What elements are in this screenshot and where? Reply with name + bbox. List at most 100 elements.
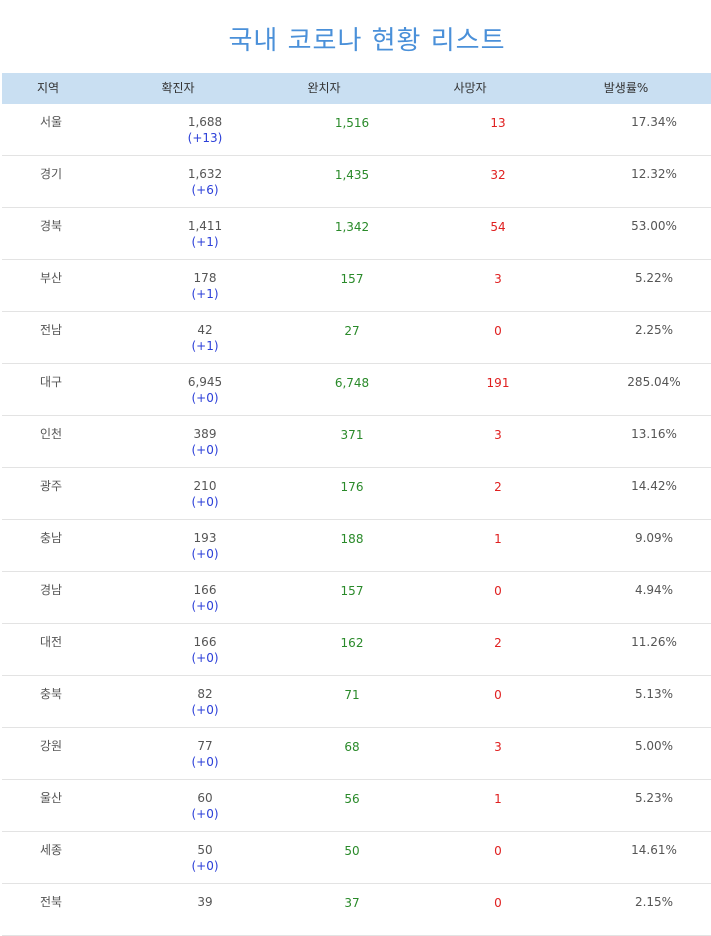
region-cell: 광주 (39, 479, 63, 493)
confirmed-delta: (+1) (191, 339, 219, 353)
recovered-cell: 71 (344, 688, 360, 702)
column-header-region: 지역 (36, 81, 60, 95)
confirmed-delta: (+0) (191, 599, 219, 613)
confirmed-delta: (+1) (191, 287, 219, 301)
table-body: 서울 1,688 (+13) 1,516 13 17.34% 경기 1,632 (+6) 1,43… (2, 104, 711, 936)
recovered-cell: 188 (340, 532, 364, 546)
confirmed-value: 166 (193, 583, 217, 597)
deaths-cell: 32 (490, 168, 506, 182)
table-row: 서울 1,688 (+13) 1,516 13 17.34% (2, 104, 711, 156)
table-row: 경북 1,411 (+1) 1,342 54 53.00% (2, 208, 711, 260)
confirmed-cell: 1,688 (+13) (155, 114, 255, 146)
recovered-cell: 1,435 (334, 168, 370, 182)
region-cell: 경북 (39, 219, 63, 233)
confirmed-cell: 39 (155, 894, 255, 910)
table-row: 광주 210 (+0) 176 2 14.42% (2, 468, 711, 520)
region-cell: 울산 (39, 791, 63, 805)
rate-cell: 5.23% (634, 791, 674, 805)
confirmed-delta: (+1) (191, 235, 219, 249)
table-row: 충북 82 (+0) 71 0 5.13% (2, 676, 711, 728)
table-row: 부산 178 (+1) 157 3 5.22% (2, 260, 711, 312)
region-cell: 충북 (39, 687, 63, 701)
confirmed-value: 42 (197, 323, 213, 337)
rate-cell: 14.42% (631, 479, 677, 493)
table-row: 충남 193 (+0) 188 1 9.09% (2, 520, 711, 572)
confirmed-value: 39 (197, 895, 213, 909)
confirmed-value: 178 (193, 271, 217, 285)
confirmed-cell: 60 (+0) (155, 790, 255, 822)
confirmed-cell: 178 (+1) (155, 270, 255, 302)
region-cell: 전남 (39, 323, 63, 337)
confirmed-delta: (+0) (191, 495, 219, 509)
confirmed-delta: (+6) (191, 183, 219, 197)
recovered-cell: 50 (344, 844, 360, 858)
region-cell: 강원 (39, 739, 63, 753)
rate-cell: 5.00% (634, 739, 674, 753)
rate-cell: 13.16% (631, 427, 677, 441)
region-cell: 대구 (39, 375, 63, 389)
table-row: 대전 166 (+0) 162 2 11.26% (2, 624, 711, 676)
deaths-cell: 1 (494, 792, 502, 806)
confirmed-delta: (+13) (187, 131, 223, 145)
region-cell: 세종 (39, 843, 63, 857)
recovered-cell: 27 (344, 324, 360, 338)
deaths-cell: 54 (490, 220, 506, 234)
confirmed-delta: (+0) (191, 703, 219, 717)
rate-cell: 5.13% (634, 687, 674, 701)
rate-cell: 5.22% (634, 271, 674, 285)
region-cell: 경남 (39, 583, 63, 597)
region-cell: 부산 (39, 271, 63, 285)
table-header: 지역 확진자 완치자 사망자 발생률% (2, 73, 711, 104)
table-row: 강원 77 (+0) 68 3 5.00% (2, 728, 711, 780)
confirmed-cell: 1,411 (+1) (155, 218, 255, 250)
table-row: 전남 42 (+1) 27 0 2.25% (2, 312, 711, 364)
confirmed-value: 210 (193, 479, 217, 493)
confirmed-cell: 82 (+0) (155, 686, 255, 718)
recovered-cell: 37 (344, 896, 360, 910)
confirmed-cell: 42 (+1) (155, 322, 255, 354)
deaths-cell: 2 (494, 480, 502, 494)
confirmed-cell: 166 (+0) (155, 582, 255, 614)
deaths-cell: 3 (494, 740, 502, 754)
recovered-cell: 56 (344, 792, 360, 806)
column-header-recovered: 완치자 (307, 81, 341, 95)
confirmed-cell: 210 (+0) (155, 478, 255, 510)
table-row: 대구 6,945 (+0) 6,748 191 285.04% (2, 364, 711, 416)
recovered-cell: 157 (340, 584, 364, 598)
recovered-cell: 371 (340, 428, 364, 442)
deaths-cell: 0 (494, 324, 502, 338)
confirmed-delta: (+0) (191, 859, 219, 873)
confirmed-delta: (+0) (191, 391, 219, 405)
deaths-cell: 3 (494, 428, 502, 442)
rate-cell: 11.26% (631, 635, 677, 649)
confirmed-cell: 77 (+0) (155, 738, 255, 770)
deaths-cell: 3 (494, 272, 502, 286)
table-row: 경기 1,632 (+6) 1,435 32 12.32% (2, 156, 711, 208)
deaths-cell: 0 (494, 844, 502, 858)
region-cell: 전북 (39, 895, 63, 909)
confirmed-cell: 6,945 (+0) (155, 374, 255, 406)
region-cell: 충남 (39, 531, 63, 545)
recovered-cell: 176 (340, 480, 364, 494)
rate-cell: 53.00% (631, 219, 677, 233)
rate-cell: 285.04% (627, 375, 681, 389)
rate-cell: 12.32% (631, 167, 677, 181)
confirmed-value: 389 (193, 427, 217, 441)
confirmed-cell: 389 (+0) (155, 426, 255, 458)
region-cell: 대전 (39, 635, 63, 649)
recovered-cell: 157 (340, 272, 364, 286)
confirmed-delta: (+0) (191, 547, 219, 561)
confirmed-value: 77 (197, 739, 213, 753)
confirmed-value: 6,945 (187, 375, 223, 389)
confirmed-value: 1,688 (187, 115, 223, 129)
deaths-cell: 0 (494, 584, 502, 598)
rate-cell: 2.25% (634, 323, 674, 337)
recovered-cell: 1,516 (334, 116, 370, 130)
deaths-cell: 0 (494, 688, 502, 702)
rate-cell: 2.15% (634, 895, 674, 909)
region-cell: 인천 (39, 427, 63, 441)
confirmed-cell: 193 (+0) (155, 530, 255, 562)
deaths-cell: 2 (494, 636, 502, 650)
confirmed-value: 60 (197, 791, 213, 805)
deaths-cell: 1 (494, 532, 502, 546)
